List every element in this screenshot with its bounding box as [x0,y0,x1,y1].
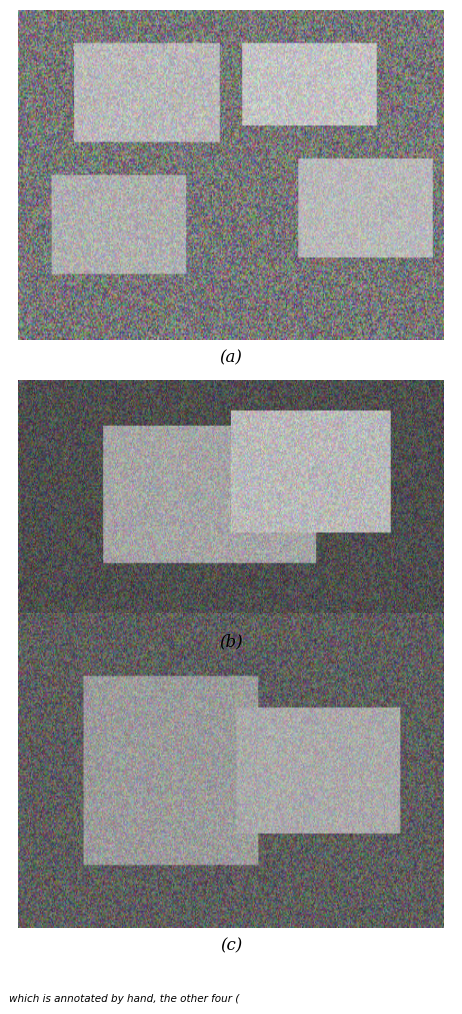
Text: (b): (b) [219,634,243,650]
Text: which is annotated by hand, the other four (: which is annotated by hand, the other fo… [9,994,239,1004]
Text: (c): (c) [220,938,242,954]
Text: (a): (a) [219,350,243,366]
